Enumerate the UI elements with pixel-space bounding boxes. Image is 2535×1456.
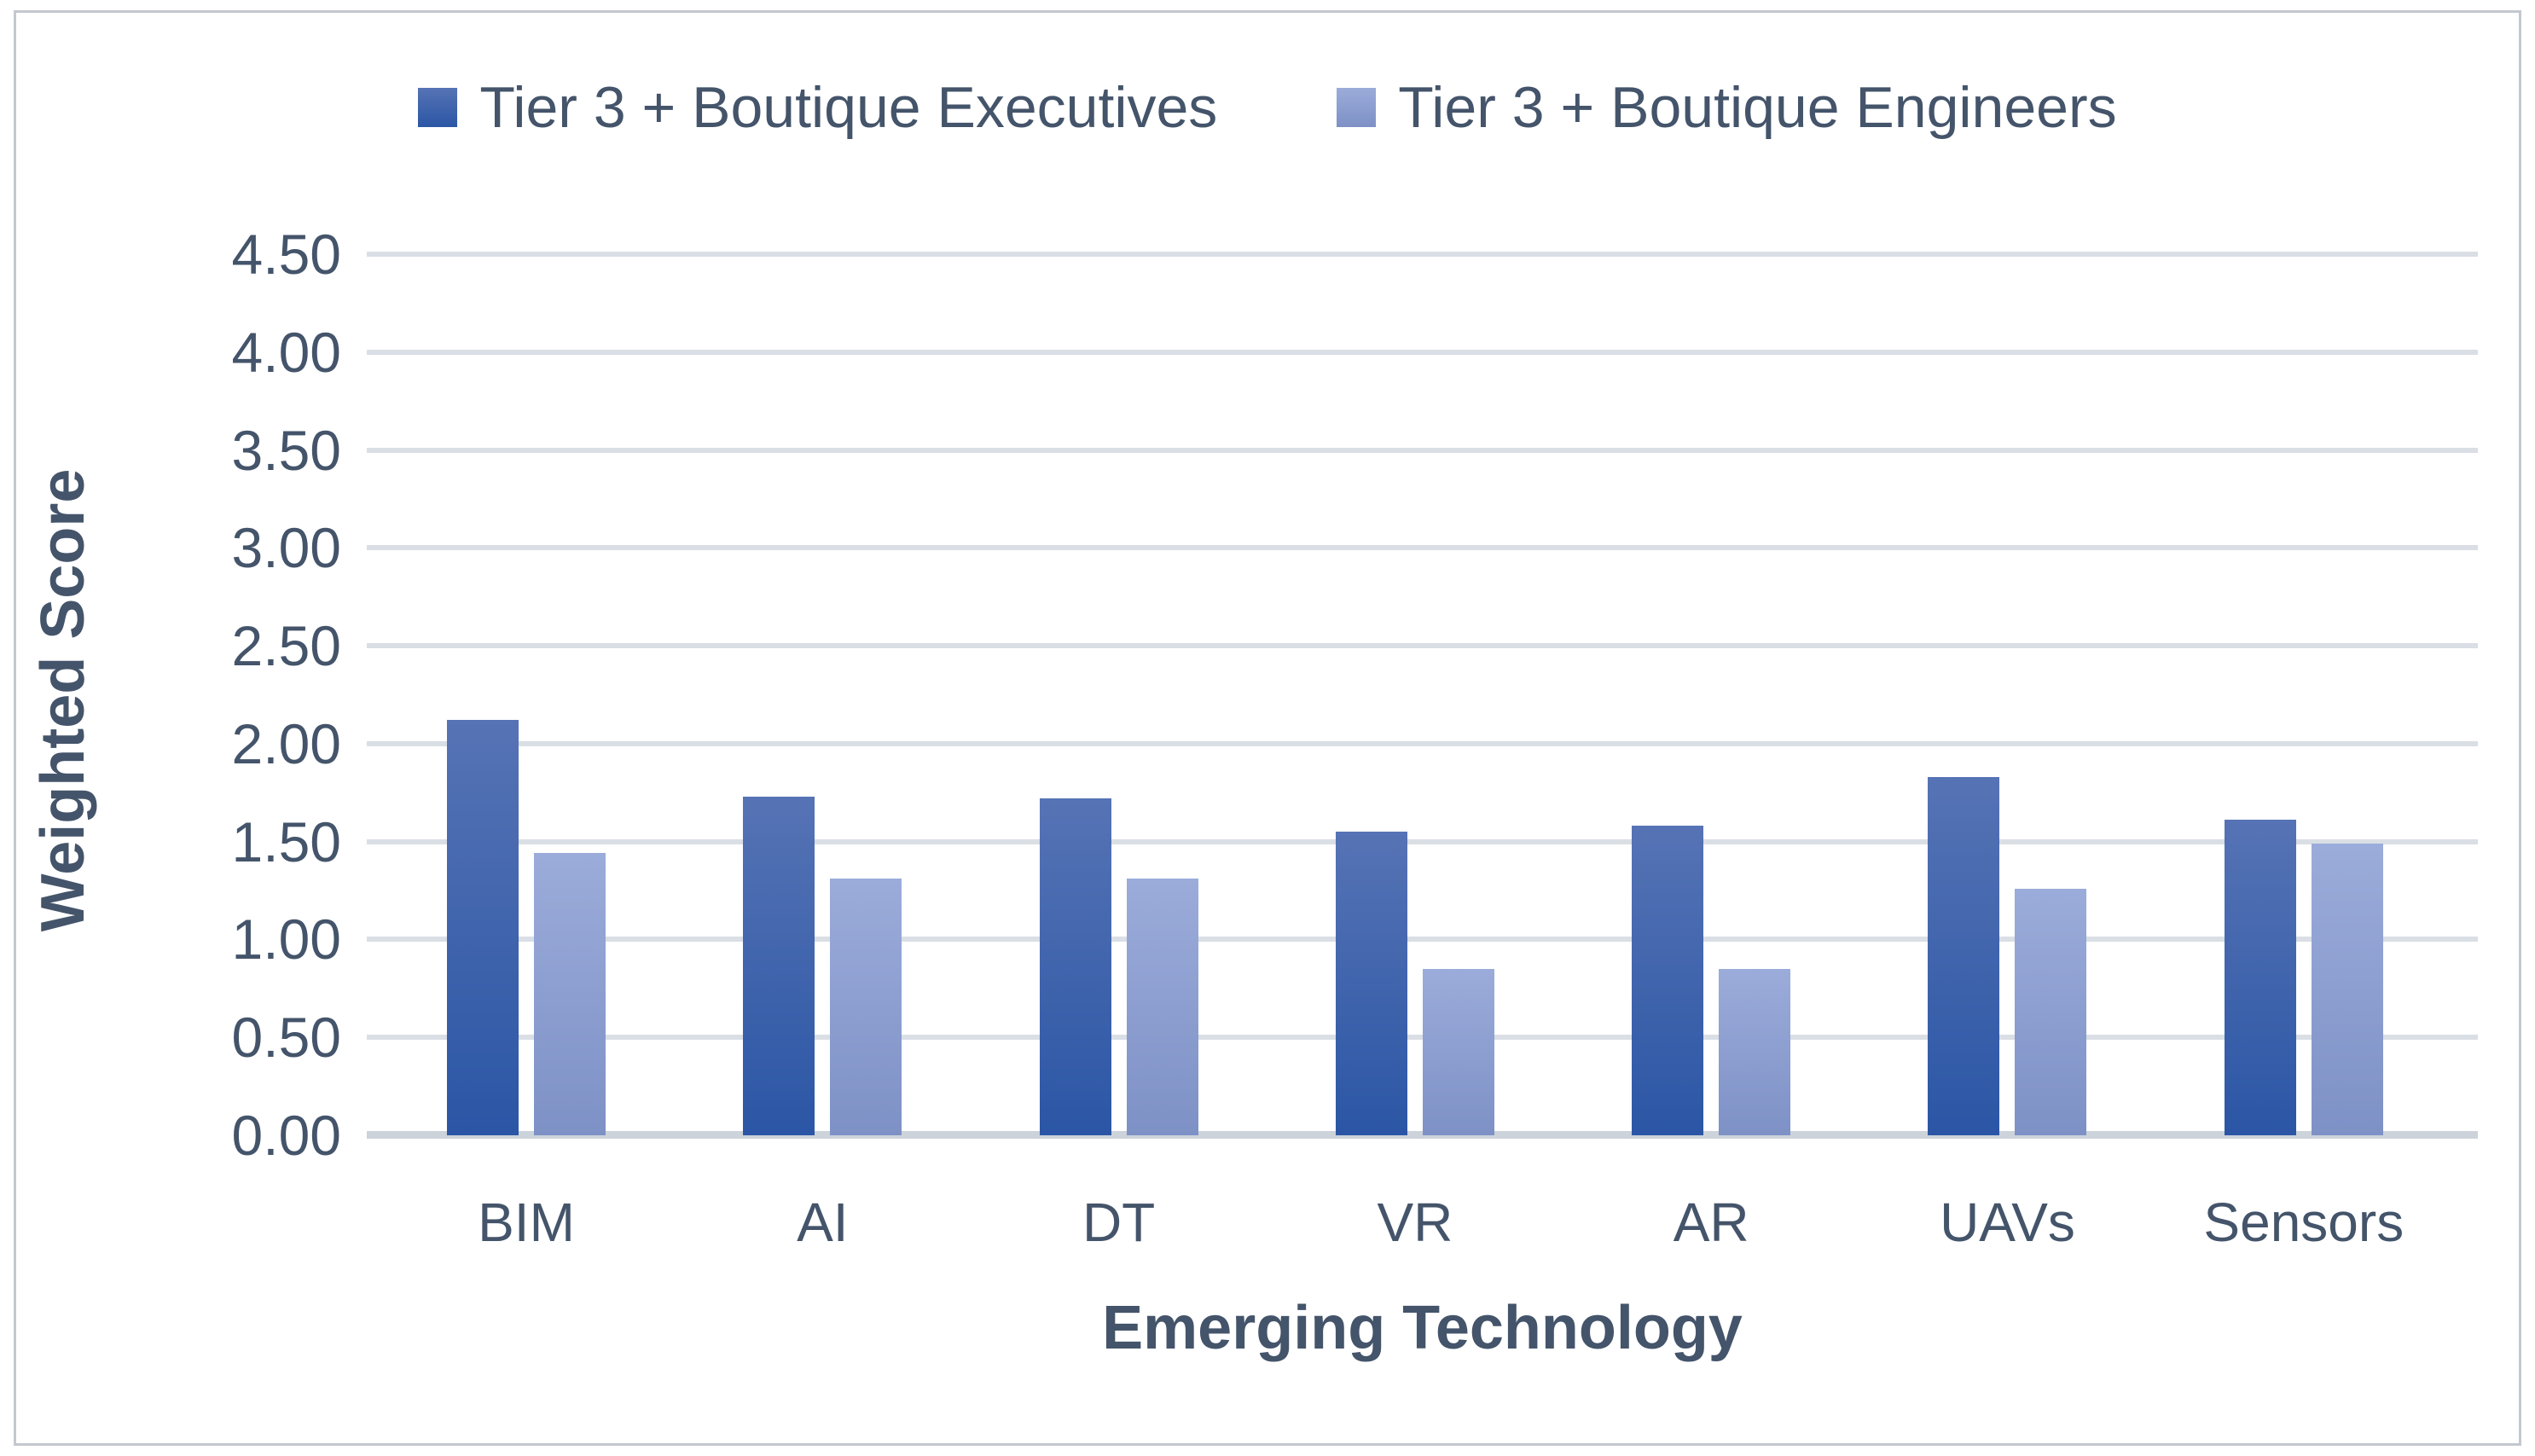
y-tick-label-3.50: 3.50 xyxy=(231,418,341,482)
gridline xyxy=(367,545,2478,551)
bar-engineers-VR xyxy=(1422,968,1494,1135)
gridline xyxy=(367,252,2478,257)
bar-executives-AR xyxy=(1632,826,1704,1135)
bar-group-AI xyxy=(675,254,971,1135)
bar-executives-VR xyxy=(1335,832,1407,1135)
bar-group-VR xyxy=(1267,254,1563,1135)
bar-engineers-Sensors xyxy=(2311,843,2383,1135)
x-axis-title: Emerging Technology xyxy=(1102,1294,1743,1362)
legend-item: Tier 3 + Boutique Engineers xyxy=(1337,75,2117,140)
legend-label: Tier 3 + Boutique Executives xyxy=(479,75,1218,140)
x-tick-label-VR: VR xyxy=(1377,1192,1453,1253)
bar-group-UAVs xyxy=(1859,254,2155,1135)
y-tick-label-2.00: 2.00 xyxy=(231,711,341,775)
bar-executives-DT xyxy=(1039,798,1111,1135)
bar-engineers-AR xyxy=(1719,968,1791,1135)
y-tick-label-3.00: 3.00 xyxy=(231,516,341,580)
x-axis-line xyxy=(367,1131,2478,1139)
y-axis-title: Weighted Score xyxy=(29,468,97,932)
bar-executives-UAVs xyxy=(1928,776,2000,1135)
bar-group-AR xyxy=(1563,254,1859,1135)
legend-label: Tier 3 + Boutique Engineers xyxy=(1398,75,2117,140)
y-tick-label-1.00: 1.00 xyxy=(231,908,341,972)
gridline xyxy=(367,1035,2478,1041)
gridline xyxy=(367,838,2478,844)
y-tick-label-1.50: 1.50 xyxy=(231,809,341,873)
bar-group-BIM xyxy=(378,254,674,1135)
bar-group-DT xyxy=(971,254,1267,1135)
legend-swatch-executives xyxy=(418,88,458,127)
bar-executives-Sensors xyxy=(2224,820,2296,1135)
bar-engineers-DT xyxy=(1126,879,1198,1135)
gridline xyxy=(367,447,2478,453)
y-tick-label-0.50: 0.50 xyxy=(231,1006,341,1070)
bar-executives-BIM xyxy=(446,720,519,1135)
gridline xyxy=(367,643,2478,649)
legend: Tier 3 + Boutique Executives Tier 3 + Bou… xyxy=(0,78,2535,136)
x-tick-label-Sensors: Sensors xyxy=(2203,1192,2404,1253)
bar-group-Sensors xyxy=(2155,254,2451,1135)
y-tick-label-4.50: 4.50 xyxy=(231,223,341,286)
gridline xyxy=(367,937,2478,943)
bar-executives-AI xyxy=(743,796,815,1135)
x-tick-label-AI: AI xyxy=(797,1192,849,1253)
y-tick-label-4.00: 4.00 xyxy=(231,320,341,384)
gridline xyxy=(367,740,2478,746)
gridline xyxy=(367,349,2478,355)
bar-engineers-AI xyxy=(830,879,902,1135)
x-tick-label-BIM: BIM xyxy=(478,1192,575,1253)
chart-frame xyxy=(14,10,2521,1446)
y-tick-label-2.50: 2.50 xyxy=(231,614,341,678)
bar-engineers-BIM xyxy=(533,853,606,1135)
x-tick-label-AR: AR xyxy=(1673,1192,1749,1253)
legend-swatch-engineers xyxy=(1337,88,1377,127)
x-tick-label-UAVs: UAVs xyxy=(1940,1192,2075,1253)
plot-area xyxy=(367,252,2478,1139)
legend-item: Tier 3 + Boutique Executives xyxy=(418,78,1217,136)
bar-engineers-UAVs xyxy=(2015,888,2087,1135)
y-tick-label-0.00: 0.00 xyxy=(231,1104,341,1167)
x-tick-label-DT: DT xyxy=(1082,1192,1156,1253)
